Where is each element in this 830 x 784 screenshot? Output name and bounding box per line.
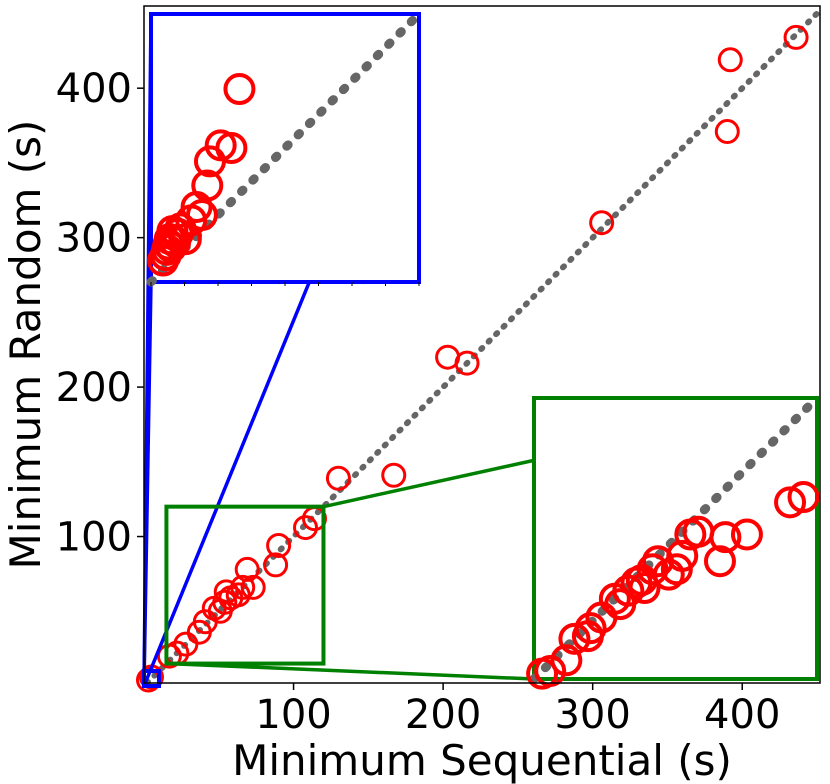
inset-data-point	[574, 612, 607, 645]
inset-connector	[168, 661, 535, 681]
inset-data-point	[666, 539, 699, 572]
data-point	[293, 515, 319, 541]
x-tick-label: 400	[704, 692, 780, 738]
data-point	[714, 119, 740, 145]
inset-data-point	[558, 622, 591, 655]
x-tick-label: 300	[554, 692, 630, 738]
data-point	[717, 47, 743, 73]
data-point	[213, 579, 239, 605]
data-point	[212, 589, 238, 615]
data-point	[454, 350, 480, 376]
data-point	[240, 574, 266, 600]
data-point	[263, 552, 289, 578]
inset-diagonal-line	[146, 9, 424, 287]
data-point	[234, 556, 260, 582]
x-axis-label: Minimum Sequential (s)	[232, 736, 732, 784]
x-tick-label: 200	[405, 692, 481, 738]
data-points	[135, 24, 809, 693]
y-tick-label: 100	[56, 515, 132, 561]
y-tick-label: 400	[56, 66, 132, 112]
inset-data-point	[185, 199, 218, 231]
inset-data-point	[787, 481, 820, 514]
data-point	[325, 465, 351, 491]
data-point	[381, 462, 407, 488]
inset-data-point	[534, 654, 567, 687]
inset-blue	[142, 9, 424, 688]
y-axis-label: Minimum Random (s)	[1, 120, 50, 570]
inset-source-box	[164, 504, 326, 666]
inset-data-point	[703, 545, 736, 578]
y-tick-label: 200	[56, 365, 132, 411]
data-point	[266, 533, 292, 559]
data-point	[783, 24, 809, 50]
inset-data-point	[169, 223, 202, 256]
zoom-insets	[142, 9, 822, 690]
inset-data-point	[709, 521, 742, 554]
inset-green	[164, 393, 822, 690]
axis-ticks: 100 200 300 400 100 200 300 400	[56, 66, 781, 738]
inset-data-point	[223, 73, 256, 106]
y-tick-label: 300	[56, 216, 132, 262]
inset-data-point	[636, 553, 669, 586]
inset-data-point	[730, 518, 763, 551]
inset-diagonal-line	[529, 393, 822, 684]
inset-data-point	[215, 132, 248, 164]
inset-data-point	[774, 486, 807, 519]
x-tick-label: 100	[255, 692, 331, 738]
data-point	[230, 574, 256, 600]
inset-data-point	[628, 572, 661, 605]
data-point	[589, 210, 615, 236]
plot-frame	[143, 5, 821, 684]
inset-data-point	[550, 644, 583, 677]
inset-data-point	[191, 169, 224, 202]
